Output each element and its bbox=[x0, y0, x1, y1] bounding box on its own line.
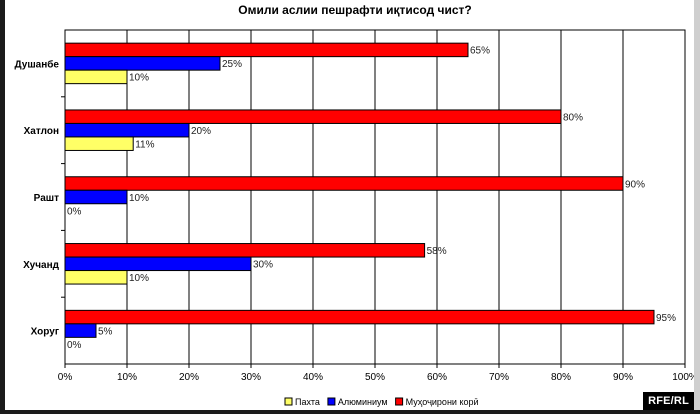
x-tick-label: 40% bbox=[303, 372, 323, 383]
bar bbox=[64, 256, 252, 272]
data-label: 20% bbox=[191, 126, 211, 137]
bar bbox=[64, 42, 469, 58]
legend-swatch bbox=[284, 397, 293, 406]
data-label: 58% bbox=[427, 246, 447, 257]
category-label: Хатлон bbox=[24, 126, 59, 137]
x-tick-label: 10% bbox=[117, 372, 137, 383]
bar bbox=[64, 136, 134, 151]
x-tick-label: 70% bbox=[489, 372, 509, 383]
legend-label: Пахта bbox=[295, 397, 320, 407]
bar bbox=[64, 323, 97, 338]
x-tick-label: 80% bbox=[551, 372, 571, 383]
bar bbox=[64, 270, 128, 285]
bar bbox=[64, 56, 221, 71]
right-frame-border bbox=[694, 0, 700, 414]
x-tick-label: 20% bbox=[179, 372, 199, 383]
data-label: 0% bbox=[67, 340, 82, 351]
data-label: 25% bbox=[222, 59, 242, 70]
category-label: Рашт bbox=[34, 193, 59, 204]
x-tick-label: 100% bbox=[672, 372, 698, 383]
left-frame-border bbox=[0, 0, 5, 414]
x-tick-label: 60% bbox=[427, 372, 447, 383]
data-label: 90% bbox=[625, 179, 645, 190]
data-label: 5% bbox=[98, 326, 113, 337]
category-label: Хучанд bbox=[23, 260, 60, 271]
bar bbox=[64, 109, 562, 124]
x-tick-label: 90% bbox=[613, 372, 633, 383]
data-label: 10% bbox=[129, 193, 149, 204]
data-label: 0% bbox=[67, 206, 82, 217]
data-label: 11% bbox=[135, 139, 154, 150]
x-tick-label: 30% bbox=[241, 372, 261, 383]
chart-title: Омили аслии пешрафти иқтисод чист? bbox=[238, 3, 472, 17]
legend-label: Алюминиум bbox=[338, 397, 388, 407]
legend-label: Муҳоҷирони корӣ bbox=[406, 397, 479, 407]
data-label: 80% bbox=[563, 112, 583, 123]
bar bbox=[64, 243, 426, 258]
bar bbox=[64, 122, 190, 138]
category-label: Хоруг bbox=[31, 327, 59, 338]
bar bbox=[64, 309, 655, 325]
watermark-logo: RFE/RL bbox=[643, 392, 694, 410]
x-tick-label: 0% bbox=[58, 372, 73, 383]
legend-swatch bbox=[395, 397, 404, 406]
bar bbox=[64, 189, 128, 205]
legend-swatch bbox=[327, 397, 336, 406]
data-label: 10% bbox=[129, 73, 149, 84]
data-label: 30% bbox=[253, 260, 273, 271]
category-label: Душанбе bbox=[15, 58, 60, 70]
bar bbox=[64, 69, 128, 85]
data-label: 65% bbox=[470, 46, 490, 57]
bottom-frame-border bbox=[0, 410, 700, 414]
data-label: 10% bbox=[129, 273, 149, 284]
x-tick-label: 50% bbox=[365, 372, 385, 383]
data-label: 95% bbox=[656, 313, 676, 324]
bar bbox=[64, 176, 624, 191]
